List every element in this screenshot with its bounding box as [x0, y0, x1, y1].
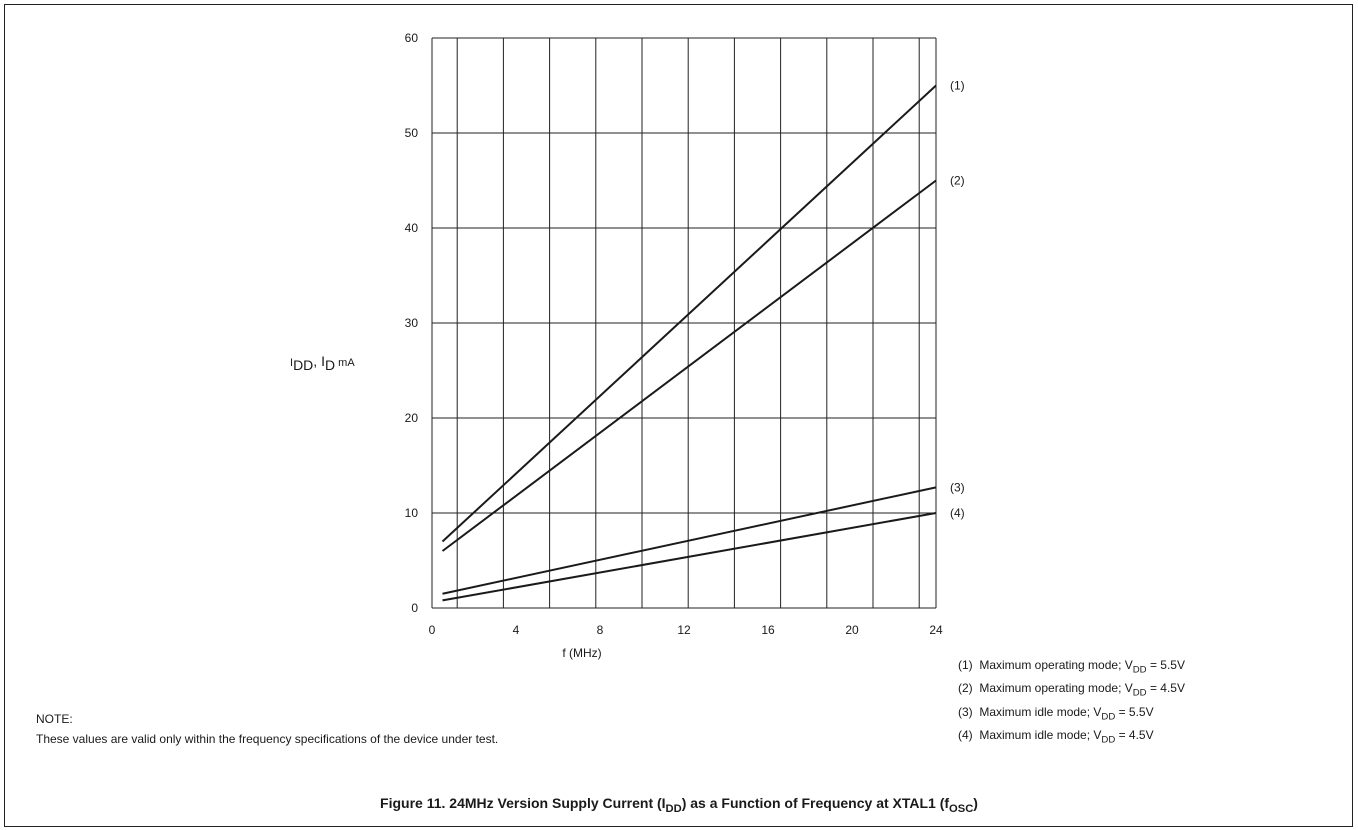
x-tick-label: 4 [513, 623, 520, 637]
x-tick-label: 16 [761, 623, 775, 637]
x-tick-label: 8 [597, 623, 604, 637]
legend-item: (1) Maximum operating mode; VDD = 5.5V [958, 658, 1185, 676]
figure-caption: Figure 11. 24MHz Version Supply Current … [380, 795, 978, 815]
x-tick-label: 0 [429, 623, 436, 637]
series-end-label: (2) [950, 174, 965, 188]
series-lines [441, 84, 937, 602]
legend: (1) Maximum operating mode; VDD = 5.5V (… [958, 656, 1185, 749]
series-line [441, 179, 937, 552]
note-text: These values are valid only within the f… [36, 732, 499, 746]
series-end-label: (3) [950, 480, 965, 494]
y-tick-label: 0 [411, 601, 418, 615]
tick-labels: 0 10 20 30 40 50 60 0 4 8 12 16 20 24 [405, 31, 943, 637]
x-tick-label: 12 [677, 623, 691, 637]
legend-item: (2) Maximum operating mode; VDD = 4.5V [958, 681, 1185, 699]
x-tick-label: 20 [845, 623, 859, 637]
y-tick-label: 30 [405, 316, 419, 330]
legend-item: (3) Maximum idle mode; VDD = 5.5V [958, 704, 1154, 723]
series-line [441, 84, 937, 543]
x-tick-label: 24 [929, 623, 943, 637]
x-axis-label: f (MHz) [562, 646, 601, 660]
y-axis-label: IDD, ID mA [290, 353, 355, 373]
series-line [442, 512, 937, 602]
legend-item: (4) Maximum idle mode; VDD = 4.5V [958, 728, 1154, 746]
y-tick-label: 40 [405, 221, 419, 235]
y-tick-label: 60 [405, 31, 419, 45]
y-tick-label: 10 [405, 506, 419, 520]
grid [431, 37, 937, 609]
series-end-label: (1) [950, 79, 965, 93]
series-end-label: (4) [950, 506, 965, 520]
y-tick-label: 50 [405, 126, 419, 140]
series-line [442, 486, 937, 595]
y-tick-label: 20 [405, 411, 419, 425]
series-labels: (1) (2) (3) (4) [950, 79, 965, 521]
note-title: NOTE: [36, 712, 73, 726]
figure-frame [4, 4, 1353, 827]
